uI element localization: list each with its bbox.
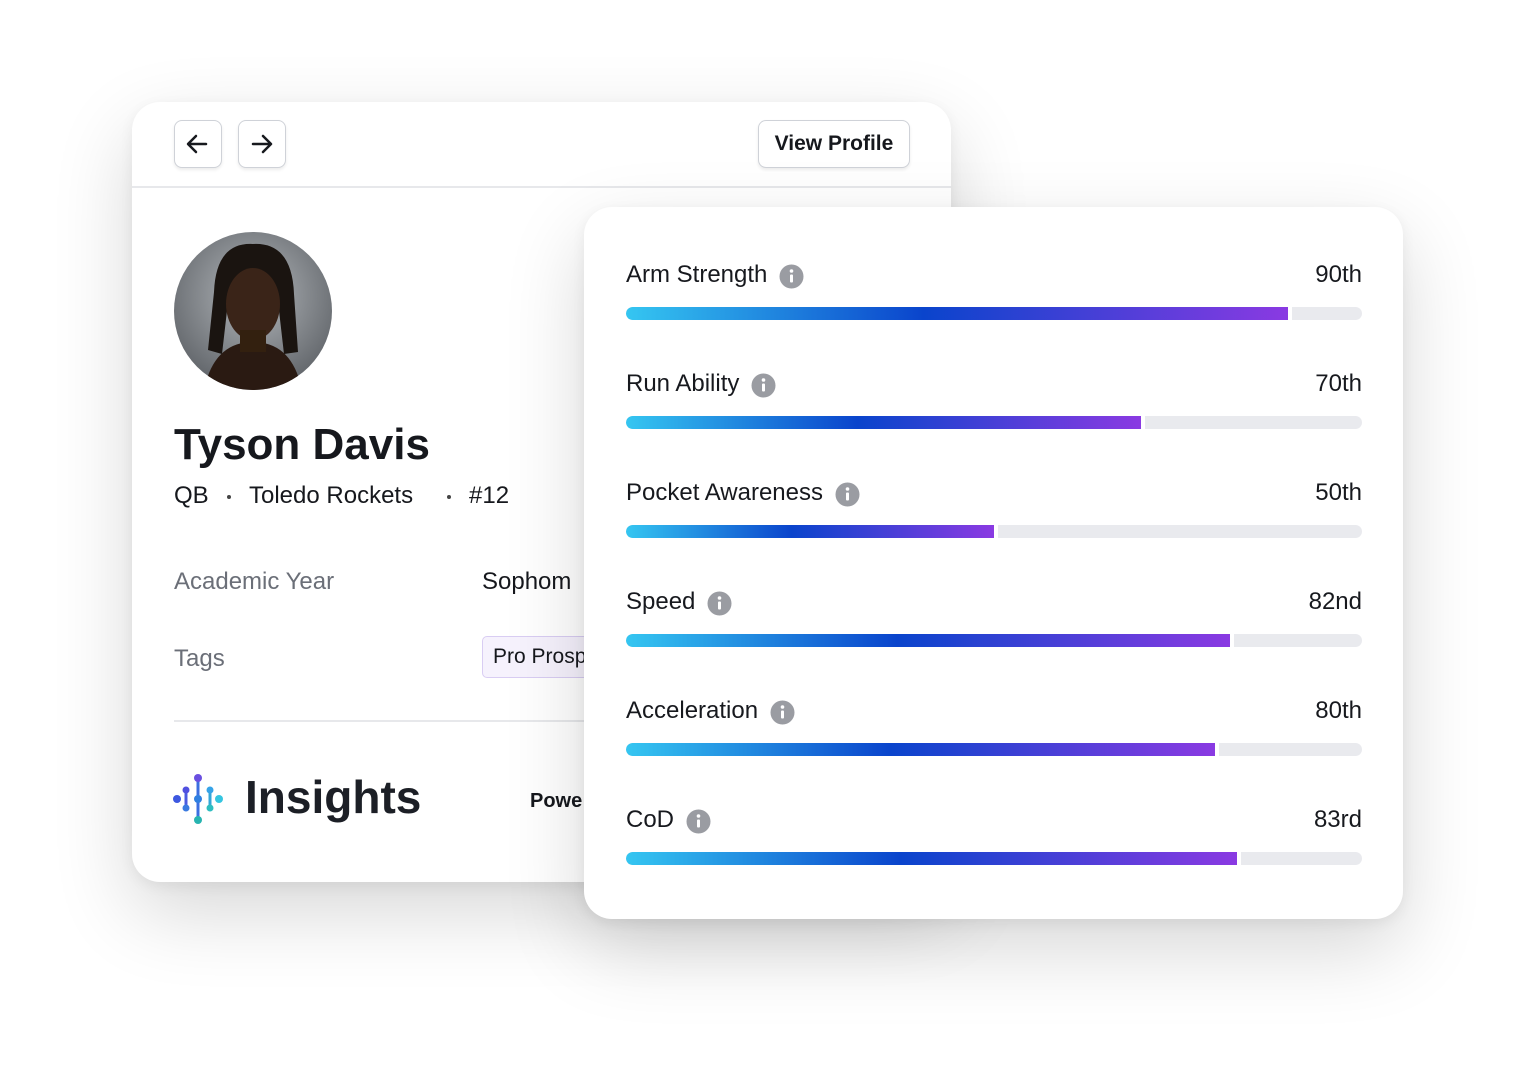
- stat-value: 50th: [1315, 479, 1362, 506]
- stat-label: Pocket Awareness: [626, 479, 824, 506]
- info-icon[interactable]: [770, 700, 795, 725]
- back-button[interactable]: [174, 120, 222, 168]
- header-divider: [132, 186, 951, 188]
- stats-card: Arm Strength 90th Run Ability 70th Pocket Aw…: [584, 207, 1403, 919]
- back-arrow: [186, 134, 208, 154]
- info-icon[interactable]: [686, 809, 711, 834]
- position: QB: [174, 482, 209, 509]
- field-label: Tags: [174, 645, 225, 672]
- field-label: Academic Year: [174, 568, 335, 595]
- bar-fill: [626, 307, 1293, 320]
- forward-arrow: [251, 134, 273, 154]
- team: Toledo Rockets: [249, 482, 414, 509]
- bar-track: [626, 743, 1362, 756]
- bar-fill: [626, 743, 1219, 756]
- stat-label: Acceleration: [626, 697, 759, 724]
- separator: [447, 495, 451, 499]
- bar-fill: [626, 852, 1241, 865]
- divider: [174, 720, 951, 722]
- stat-value: 90th: [1315, 261, 1362, 288]
- powered-by: Powe: [530, 790, 583, 812]
- stat-label: Speed: [626, 588, 696, 615]
- tag-chip: Pro Prosp: [482, 636, 598, 678]
- stat-value: 82nd: [1308, 588, 1362, 615]
- stat-label: Run Ability: [626, 370, 740, 397]
- stat-value: 80th: [1315, 697, 1362, 724]
- bar-track: [626, 416, 1362, 429]
- jersey-number: #12: [469, 482, 510, 509]
- bar-fill: [626, 416, 1146, 429]
- bar-track: [626, 307, 1362, 320]
- avatar: [174, 232, 332, 390]
- field-value: Sophom: [482, 568, 572, 595]
- stat-label: CoD: [626, 806, 675, 833]
- separator: [227, 495, 231, 499]
- bar-track: [626, 634, 1362, 647]
- insights-icon: [173, 774, 223, 824]
- bar-track: [626, 525, 1362, 538]
- stat-value: 83rd: [1313, 806, 1362, 833]
- stat-value: 70th: [1315, 370, 1362, 397]
- view-profile-button[interactable]: View Profile: [758, 120, 910, 168]
- bar-fill: [626, 634, 1234, 647]
- info-icon[interactable]: [779, 264, 804, 289]
- bar-track: [626, 852, 1362, 865]
- player-name: Tyson Davis: [174, 420, 430, 469]
- bar-fill: [626, 525, 998, 538]
- insights-title: Insights: [245, 771, 422, 823]
- forward-button[interactable]: [238, 120, 286, 168]
- info-icon[interactable]: [751, 373, 776, 398]
- info-icon[interactable]: [835, 482, 860, 507]
- info-icon[interactable]: [707, 591, 732, 616]
- stat-label: Arm Strength: [626, 261, 768, 288]
